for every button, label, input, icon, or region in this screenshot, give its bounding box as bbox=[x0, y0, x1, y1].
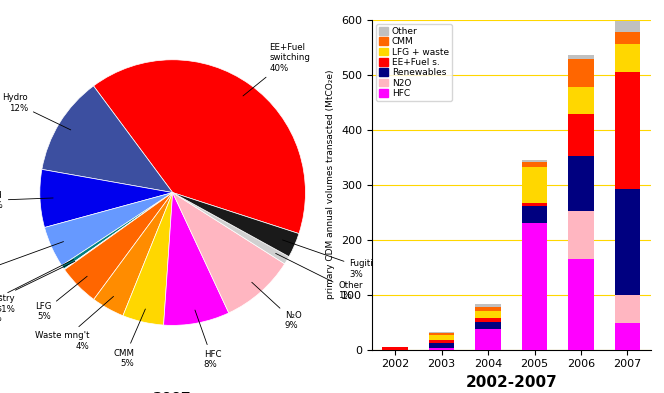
Wedge shape bbox=[62, 193, 173, 269]
Bar bbox=[615, 295, 640, 323]
Text: Biomass
5%: Biomass 5% bbox=[0, 242, 64, 284]
Wedge shape bbox=[42, 86, 173, 193]
Text: 2007: 2007 bbox=[153, 391, 192, 393]
Bar bbox=[615, 44, 640, 72]
Text: Agro-forestry
0,1%: Agro-forestry 0,1% bbox=[0, 261, 75, 314]
Text: CMM
5%: CMM 5% bbox=[114, 309, 145, 368]
Wedge shape bbox=[163, 193, 229, 325]
Wedge shape bbox=[173, 193, 285, 313]
Text: Other
1%: Other 1% bbox=[276, 253, 363, 300]
Y-axis label: primary CDM annual volumes transacted (MtCO₂e): primary CDM annual volumes transacted (M… bbox=[327, 70, 335, 299]
Text: Waste mng't
4%: Waste mng't 4% bbox=[35, 296, 114, 351]
Text: N₂O
9%: N₂O 9% bbox=[252, 282, 301, 330]
Bar bbox=[475, 311, 501, 318]
Wedge shape bbox=[123, 193, 173, 325]
Bar bbox=[568, 55, 594, 59]
Bar bbox=[522, 162, 547, 167]
Bar bbox=[568, 87, 594, 114]
Wedge shape bbox=[94, 193, 173, 316]
Bar bbox=[568, 59, 594, 87]
Legend: Other, CMM, LFG + waste, EE+Fuel s., Renewables, N2O, HFC: Other, CMM, LFG + waste, EE+Fuel s., Ren… bbox=[376, 24, 452, 101]
Wedge shape bbox=[64, 193, 173, 270]
Bar bbox=[475, 329, 501, 350]
Wedge shape bbox=[64, 193, 173, 299]
Bar bbox=[615, 21, 640, 32]
Bar bbox=[568, 259, 594, 350]
Bar bbox=[429, 333, 454, 336]
Bar bbox=[429, 340, 454, 343]
Bar bbox=[429, 336, 454, 340]
Bar bbox=[429, 347, 454, 350]
Text: Wind
7%: Wind 7% bbox=[0, 191, 53, 210]
Bar bbox=[522, 167, 547, 203]
Bar bbox=[429, 343, 454, 347]
Bar bbox=[429, 332, 454, 333]
Bar bbox=[475, 304, 501, 307]
Bar bbox=[615, 189, 640, 295]
Text: Hydro
12%: Hydro 12% bbox=[3, 94, 71, 130]
Bar bbox=[522, 160, 547, 162]
Bar bbox=[568, 114, 594, 156]
Wedge shape bbox=[44, 193, 173, 266]
Wedge shape bbox=[173, 193, 289, 264]
X-axis label: 2002-2007: 2002-2007 bbox=[465, 375, 557, 390]
Bar bbox=[475, 307, 501, 311]
Wedge shape bbox=[173, 193, 299, 257]
Text: LFG
5%: LFG 5% bbox=[35, 276, 87, 321]
Text: Fugitive
3%: Fugitive 3% bbox=[282, 240, 383, 279]
Bar bbox=[568, 211, 594, 259]
Text: Other
Renewables
0%: Other Renewables 0% bbox=[0, 259, 74, 323]
Bar bbox=[568, 156, 594, 211]
Bar bbox=[475, 318, 501, 322]
Bar bbox=[475, 322, 501, 329]
Bar bbox=[615, 323, 640, 350]
Text: HFC
8%: HFC 8% bbox=[195, 310, 221, 369]
Bar bbox=[522, 206, 547, 223]
Bar bbox=[615, 32, 640, 44]
Bar bbox=[522, 223, 547, 350]
Bar bbox=[522, 203, 547, 206]
Text: EE+Fuel
switching
40%: EE+Fuel switching 40% bbox=[243, 43, 310, 96]
Bar bbox=[615, 72, 640, 189]
Wedge shape bbox=[94, 60, 305, 233]
Bar bbox=[382, 347, 408, 350]
Wedge shape bbox=[40, 169, 173, 228]
